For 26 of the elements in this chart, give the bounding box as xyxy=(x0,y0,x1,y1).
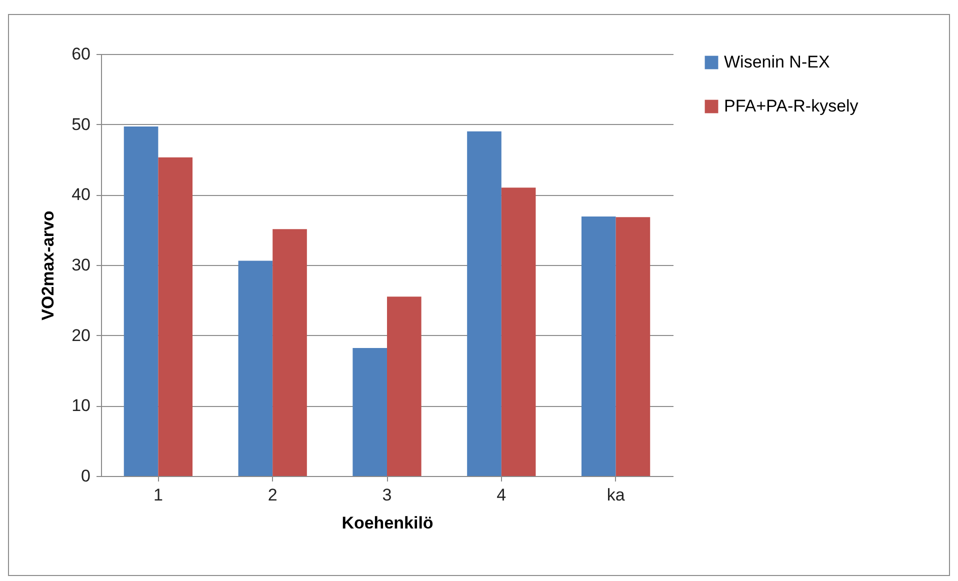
y-tick-label: 30 xyxy=(72,256,90,274)
bar xyxy=(616,217,650,476)
x-tick-label: 3 xyxy=(382,486,392,504)
bar xyxy=(124,126,158,476)
bar xyxy=(238,260,273,476)
x-tick-label: 1 xyxy=(153,486,163,504)
bar xyxy=(501,188,536,476)
y-tick-label: 20 xyxy=(72,326,90,345)
bar xyxy=(581,216,616,476)
y-tick-label: 0 xyxy=(81,466,90,486)
bar xyxy=(158,157,193,476)
x-tick-label: 4 xyxy=(496,486,506,504)
x-tick-label: 2 xyxy=(268,486,278,504)
legend-label: PFA+PA-R-kysely xyxy=(724,96,859,116)
bar xyxy=(387,296,422,476)
bar xyxy=(467,131,502,476)
x-axis-title: Koehenkilö xyxy=(342,514,434,532)
y-axis-title: VO2max-arvo xyxy=(38,210,58,320)
y-tick-label: 60 xyxy=(72,44,90,64)
y-tick-label: 50 xyxy=(72,114,90,134)
legend-label: Wisenin N-EX xyxy=(724,52,830,72)
y-tick-label: 10 xyxy=(72,396,90,416)
y-tick-label: 40 xyxy=(72,185,90,204)
bar xyxy=(352,348,387,476)
bar xyxy=(272,229,307,476)
x-tick-label: ka xyxy=(606,486,626,504)
